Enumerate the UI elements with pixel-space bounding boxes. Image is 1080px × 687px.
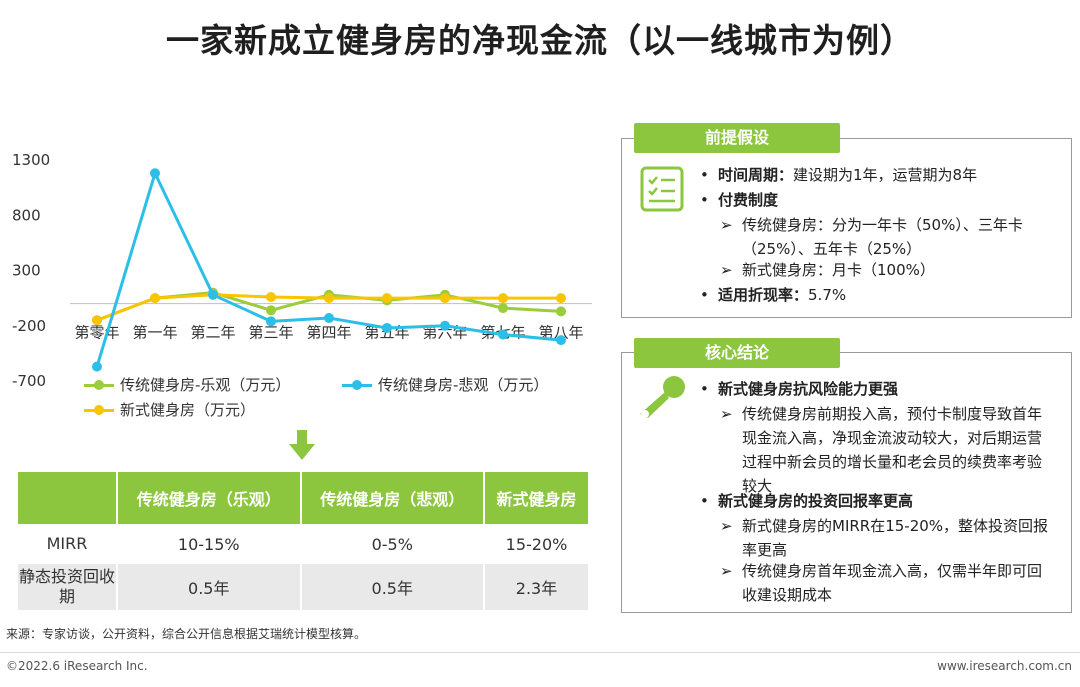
data-point-1	[440, 320, 450, 331]
legend-label-optimistic: 传统健身房-乐观（万元）	[120, 376, 291, 394]
premise-bullet-discount: • 适用折现率：5.7%	[700, 286, 847, 304]
mirr-table: 传统健身房（乐观） 传统健身房（悲观） 新式健身房 MIRR 10-15% 0-…	[18, 472, 588, 610]
premises-panel	[621, 138, 1072, 318]
data-point-2	[440, 293, 450, 304]
microphone-icon	[640, 376, 685, 418]
page-title: 一家新成立健身房的净现金流（以一线城市为例）	[166, 21, 914, 60]
conclusion-sub-payback: ➢ 传统健身房首年现金流入高，仅需半年即可回收建设期成本	[720, 559, 1050, 607]
y-tick-label: -700	[12, 372, 46, 390]
table-cell: 0.5年	[300, 564, 485, 610]
data-point-1	[498, 329, 508, 340]
data-point-0	[498, 303, 508, 314]
table-header-cell: 传统健身房（悲观）	[300, 472, 485, 524]
table-header-cell	[18, 472, 118, 524]
data-point-1	[382, 322, 392, 333]
data-point-2	[92, 315, 102, 326]
legend-swatch-pessimistic	[342, 378, 372, 392]
conclusion-sub-mirr: ➢ 新式健身房的MIRR在15-20%，整体投资回报率更高	[720, 514, 1050, 562]
legend-label-pessimistic: 传统健身房-悲观（万元）	[378, 376, 549, 394]
conclusion-sub-risk: ➢ 传统健身房前期投入高，预付卡制度导致首年现金流入高，净现金流波动较大，对后期…	[720, 402, 1050, 498]
legend-item-optimistic: 传统健身房-乐观（万元）	[84, 374, 290, 395]
y-tick-label: 800	[12, 206, 41, 224]
data-point-2	[382, 293, 392, 304]
legend-item-pessimistic: 传统健身房-悲观（万元）	[342, 374, 548, 395]
legend-swatch-new	[84, 403, 114, 417]
table-cell: 15-20%	[484, 524, 588, 564]
legend-label-new: 新式健身房（万元）	[120, 401, 256, 419]
x-tick-label: 第零年	[74, 324, 119, 342]
copyright-text: ©2022.6 iResearch Inc.	[6, 659, 148, 673]
conclusion-label-risk: 新式健身房抗风险能力更强	[718, 380, 899, 398]
y-tick-label: 300	[12, 262, 41, 280]
premise-bullet-payment: • 付费制度	[700, 191, 779, 209]
data-point-2	[324, 293, 334, 304]
table-cell: 0-5%	[300, 524, 485, 564]
data-point-2	[498, 293, 508, 304]
x-tick-label: 第二年	[190, 324, 235, 342]
table-header-row: 传统健身房（乐观） 传统健身房（悲观） 新式健身房	[18, 472, 588, 524]
data-point-2	[150, 293, 160, 304]
arrow-bullet-icon: ➢	[720, 216, 733, 234]
data-point-1	[324, 313, 334, 324]
legend-item-new: 新式健身房（万元）	[84, 399, 255, 420]
data-point-0	[266, 305, 276, 316]
arrow-bullet-icon: ➢	[720, 405, 733, 423]
table-cell: 2.3年	[484, 564, 588, 610]
data-point-1	[208, 289, 218, 300]
conclusion-panel	[621, 352, 1072, 613]
premise-text-period: 建设期为1年，运营期为8年	[793, 166, 978, 184]
x-tick-label: 第四年	[306, 324, 351, 342]
premises-tag: 前提假设	[634, 123, 840, 153]
x-tick-label: 第三年	[248, 324, 293, 342]
conclusion-tag: 核心结论	[634, 338, 840, 368]
legend-swatch-optimistic	[84, 378, 114, 392]
premise-label-payment: 付费制度	[718, 191, 779, 209]
source-note: 来源：专家访谈，公开资料，综合公开信息根据艾瑞统计模型核算。	[6, 627, 367, 641]
footer-divider	[0, 652, 1080, 653]
table-cell: 10-15%	[117, 524, 302, 564]
table-header-cell: 传统健身房（乐观）	[117, 472, 302, 524]
y-tick-label: 1300	[12, 151, 50, 169]
table-row-header: MIRR	[18, 524, 118, 564]
arrow-bullet-icon: ➢	[720, 261, 733, 279]
table-cell: 0.5年	[117, 564, 302, 610]
table-row: 静态投资回收期 0.5年 0.5年 2.3年	[18, 564, 588, 610]
down-arrow-icon	[289, 430, 315, 460]
data-point-1	[556, 335, 566, 346]
site-url: www.iresearch.com.cn	[937, 659, 1072, 673]
premise-sub-new: ➢ 新式健身房：月卡（100%）	[720, 258, 1050, 282]
conclusion-label-return: 新式健身房的投资回报率更高	[718, 492, 914, 510]
table-row-header: 静态投资回收期	[18, 564, 118, 610]
data-point-1	[150, 168, 160, 179]
data-point-1	[92, 361, 102, 372]
table-row: MIRR 10-15% 0-5% 15-20%	[18, 524, 588, 564]
conclusion-bullet-return: • 新式健身房的投资回报率更高	[700, 492, 914, 510]
x-tick-label: 第一年	[132, 324, 177, 342]
premise-label-period: 时间周期：	[718, 166, 794, 184]
data-point-2	[556, 293, 566, 304]
data-point-1	[266, 316, 276, 327]
premise-text-discount: 5.7%	[808, 286, 847, 304]
arrow-bullet-icon: ➢	[720, 517, 733, 535]
y-tick-label: -200	[12, 317, 46, 335]
table-header-cell: 新式健身房	[484, 472, 588, 524]
data-point-0	[556, 306, 566, 317]
conclusion-bullet-risk: • 新式健身房抗风险能力更强	[700, 380, 899, 398]
x-tick-label: 第八年	[538, 324, 583, 342]
premise-bullet-period: • 时间周期：建设期为1年，运营期为8年	[700, 166, 978, 184]
premise-label-discount: 适用折现率：	[718, 286, 809, 304]
cashflow-line-chart: 1300800300-200-700第零年第一年第二年第三年第四年第五年第六年第…	[12, 151, 592, 390]
data-point-2	[266, 292, 276, 303]
arrow-bullet-icon: ➢	[720, 562, 733, 580]
checklist-icon	[640, 166, 684, 212]
premise-sub-traditional: ➢ 传统健身房：分为一年卡（50%）、三年卡（25%）、五年卡（25%）	[720, 213, 1050, 261]
